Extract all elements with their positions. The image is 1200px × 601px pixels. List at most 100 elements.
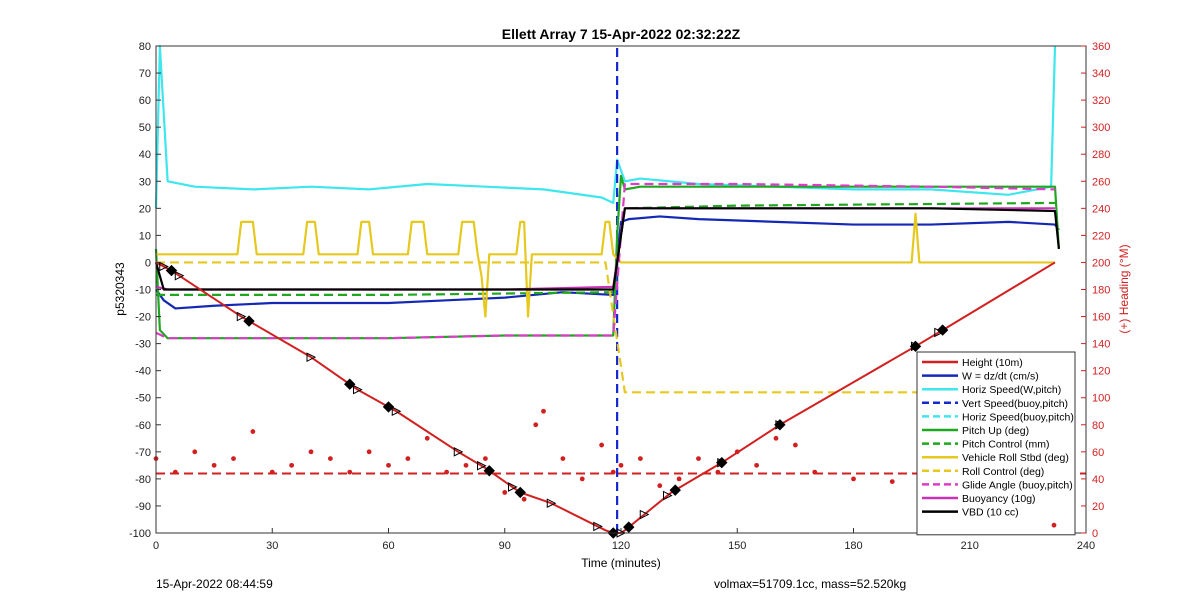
footer-volmax-mass: volmax=51709.1cc, mass=52.520kg	[714, 577, 906, 591]
height-triangle-marker	[353, 384, 363, 395]
height-diamond-marker	[243, 315, 255, 327]
height-diamond-marker	[623, 521, 635, 533]
heading-point	[889, 479, 895, 484]
x-tick-label: 0	[153, 540, 159, 552]
heading-point	[541, 408, 546, 414]
y2-tick-label: 60	[1092, 447, 1104, 459]
horiz-speed-w-pitch-line	[154, 44, 1057, 209]
y2-tick-label: 160	[1092, 312, 1110, 324]
legend-label: Roll Control (deg)	[962, 466, 1044, 478]
y2-tick-label: 220	[1092, 230, 1110, 242]
height-diamond-marker	[514, 486, 526, 499]
height-triangle-marker	[306, 352, 317, 362]
legend-label: Horiz Speed(buoy,pitch)	[962, 411, 1074, 423]
heading-point	[560, 456, 566, 461]
heading-point	[521, 496, 527, 502]
heading-point	[579, 476, 585, 482]
y2-tick-label: 140	[1092, 339, 1110, 351]
legend-label: Pitch Control (mm)	[962, 439, 1050, 451]
heading-point	[610, 469, 616, 475]
height-triangle-marker	[391, 406, 402, 417]
y2-tick-label: 200	[1092, 257, 1110, 269]
y2-tick-label: 340	[1092, 68, 1110, 80]
height-diamond-marker	[483, 465, 495, 477]
heading-point	[696, 456, 701, 461]
glide-angle-buoy-pitch-line	[155, 182, 1056, 340]
y-tick-label: -70	[135, 447, 151, 459]
y-tick-label: 0	[145, 257, 151, 269]
vehicle-roll-stbd-deg-line	[156, 212, 1055, 318]
marker-layer	[159, 261, 949, 539]
height-diamond-marker	[936, 324, 949, 336]
x-tick-label: 60	[382, 540, 394, 552]
y-tick-label: 20	[139, 203, 151, 215]
y2-tick-label: 360	[1092, 41, 1110, 53]
x-axis-label: Time (minutes)	[581, 556, 661, 570]
y-tick-label: -80	[135, 474, 151, 486]
y-tick-label: 40	[139, 149, 151, 161]
heading-point	[533, 422, 539, 428]
height-triangle-marker	[663, 490, 673, 501]
height-diamond-marker	[909, 340, 922, 353]
height-diamond-marker	[382, 401, 395, 413]
y2-ticks: 3603403203002802602402202001801601401201…	[1081, 41, 1110, 540]
heading-point	[599, 442, 605, 448]
legend-label: Glide Angle (buoy,pitch)	[962, 479, 1073, 491]
heading-point	[792, 442, 798, 448]
y-tick-label: -40	[135, 366, 151, 378]
height-triangle-marker	[159, 261, 169, 272]
x-tick-label: 90	[499, 540, 511, 552]
y2-tick-label: 120	[1092, 366, 1110, 378]
heading-point	[231, 456, 236, 461]
heading-point	[637, 456, 643, 461]
chart-title: Ellett Array 7 15-Apr-2022 02:32:22Z	[502, 26, 741, 42]
y2-tick-label: 180	[1092, 285, 1110, 297]
y2-tick-label: 320	[1092, 95, 1110, 107]
height-triangle-marker	[477, 460, 487, 471]
x-tick-label: 30	[266, 540, 278, 552]
heading-point	[502, 490, 508, 495]
y-tick-label: 10	[139, 230, 151, 242]
legend-label: Horiz Speed(W,pitch)	[962, 384, 1061, 396]
heading-point	[851, 476, 856, 482]
legend-label: Pitch Up (deg)	[962, 425, 1029, 437]
height-diamond-marker	[669, 484, 681, 496]
heading-point	[657, 483, 663, 489]
y2-tick-label: 260	[1092, 176, 1110, 188]
x-tick-label: 210	[961, 540, 979, 552]
height-triangle-marker	[174, 270, 185, 281]
legend-box	[916, 351, 1076, 536]
legend-label: Vert Speed(buoy,pitch)	[962, 398, 1068, 410]
y-tick-label: 50	[139, 122, 151, 134]
y-tick-label: 80	[139, 41, 151, 53]
y2-tick-label: 300	[1092, 122, 1110, 134]
heading-point	[444, 469, 450, 475]
heading-point	[386, 462, 391, 468]
heading-point	[250, 429, 256, 434]
height-triangle-marker	[639, 509, 650, 520]
y-tick-label: 30	[139, 176, 151, 188]
heading-dots	[153, 408, 1050, 502]
footer-date: 15-Apr-2022 08:44:59	[156, 577, 273, 591]
heading-point	[192, 449, 198, 455]
legend-label: VBD (10 cc)	[962, 507, 1019, 519]
legend: Height (10m)W = dz/dt (cm/s)Horiz Speed(…	[916, 351, 1076, 536]
heading-point	[463, 462, 469, 468]
height-triangle-marker	[236, 311, 247, 322]
heading-point	[715, 469, 721, 475]
heading-point	[269, 469, 275, 475]
heading-point	[405, 456, 411, 461]
height-diamond-marker	[344, 378, 356, 390]
pitch-control-mm-line	[156, 201, 1056, 297]
y-axis-label: p5320343	[113, 262, 127, 316]
legend-label: Buoyancy (10g)	[962, 493, 1036, 505]
y2-tick-label: 100	[1092, 393, 1110, 405]
height-triangle-marker	[546, 498, 557, 509]
series-layer	[153, 44, 1086, 534]
x-tick-label: 150	[728, 540, 746, 552]
height-triangle-marker	[453, 447, 464, 457]
height-10m-line	[155, 261, 1056, 534]
roll-control-deg-line	[156, 261, 1056, 480]
height-diamond-marker	[716, 456, 728, 469]
